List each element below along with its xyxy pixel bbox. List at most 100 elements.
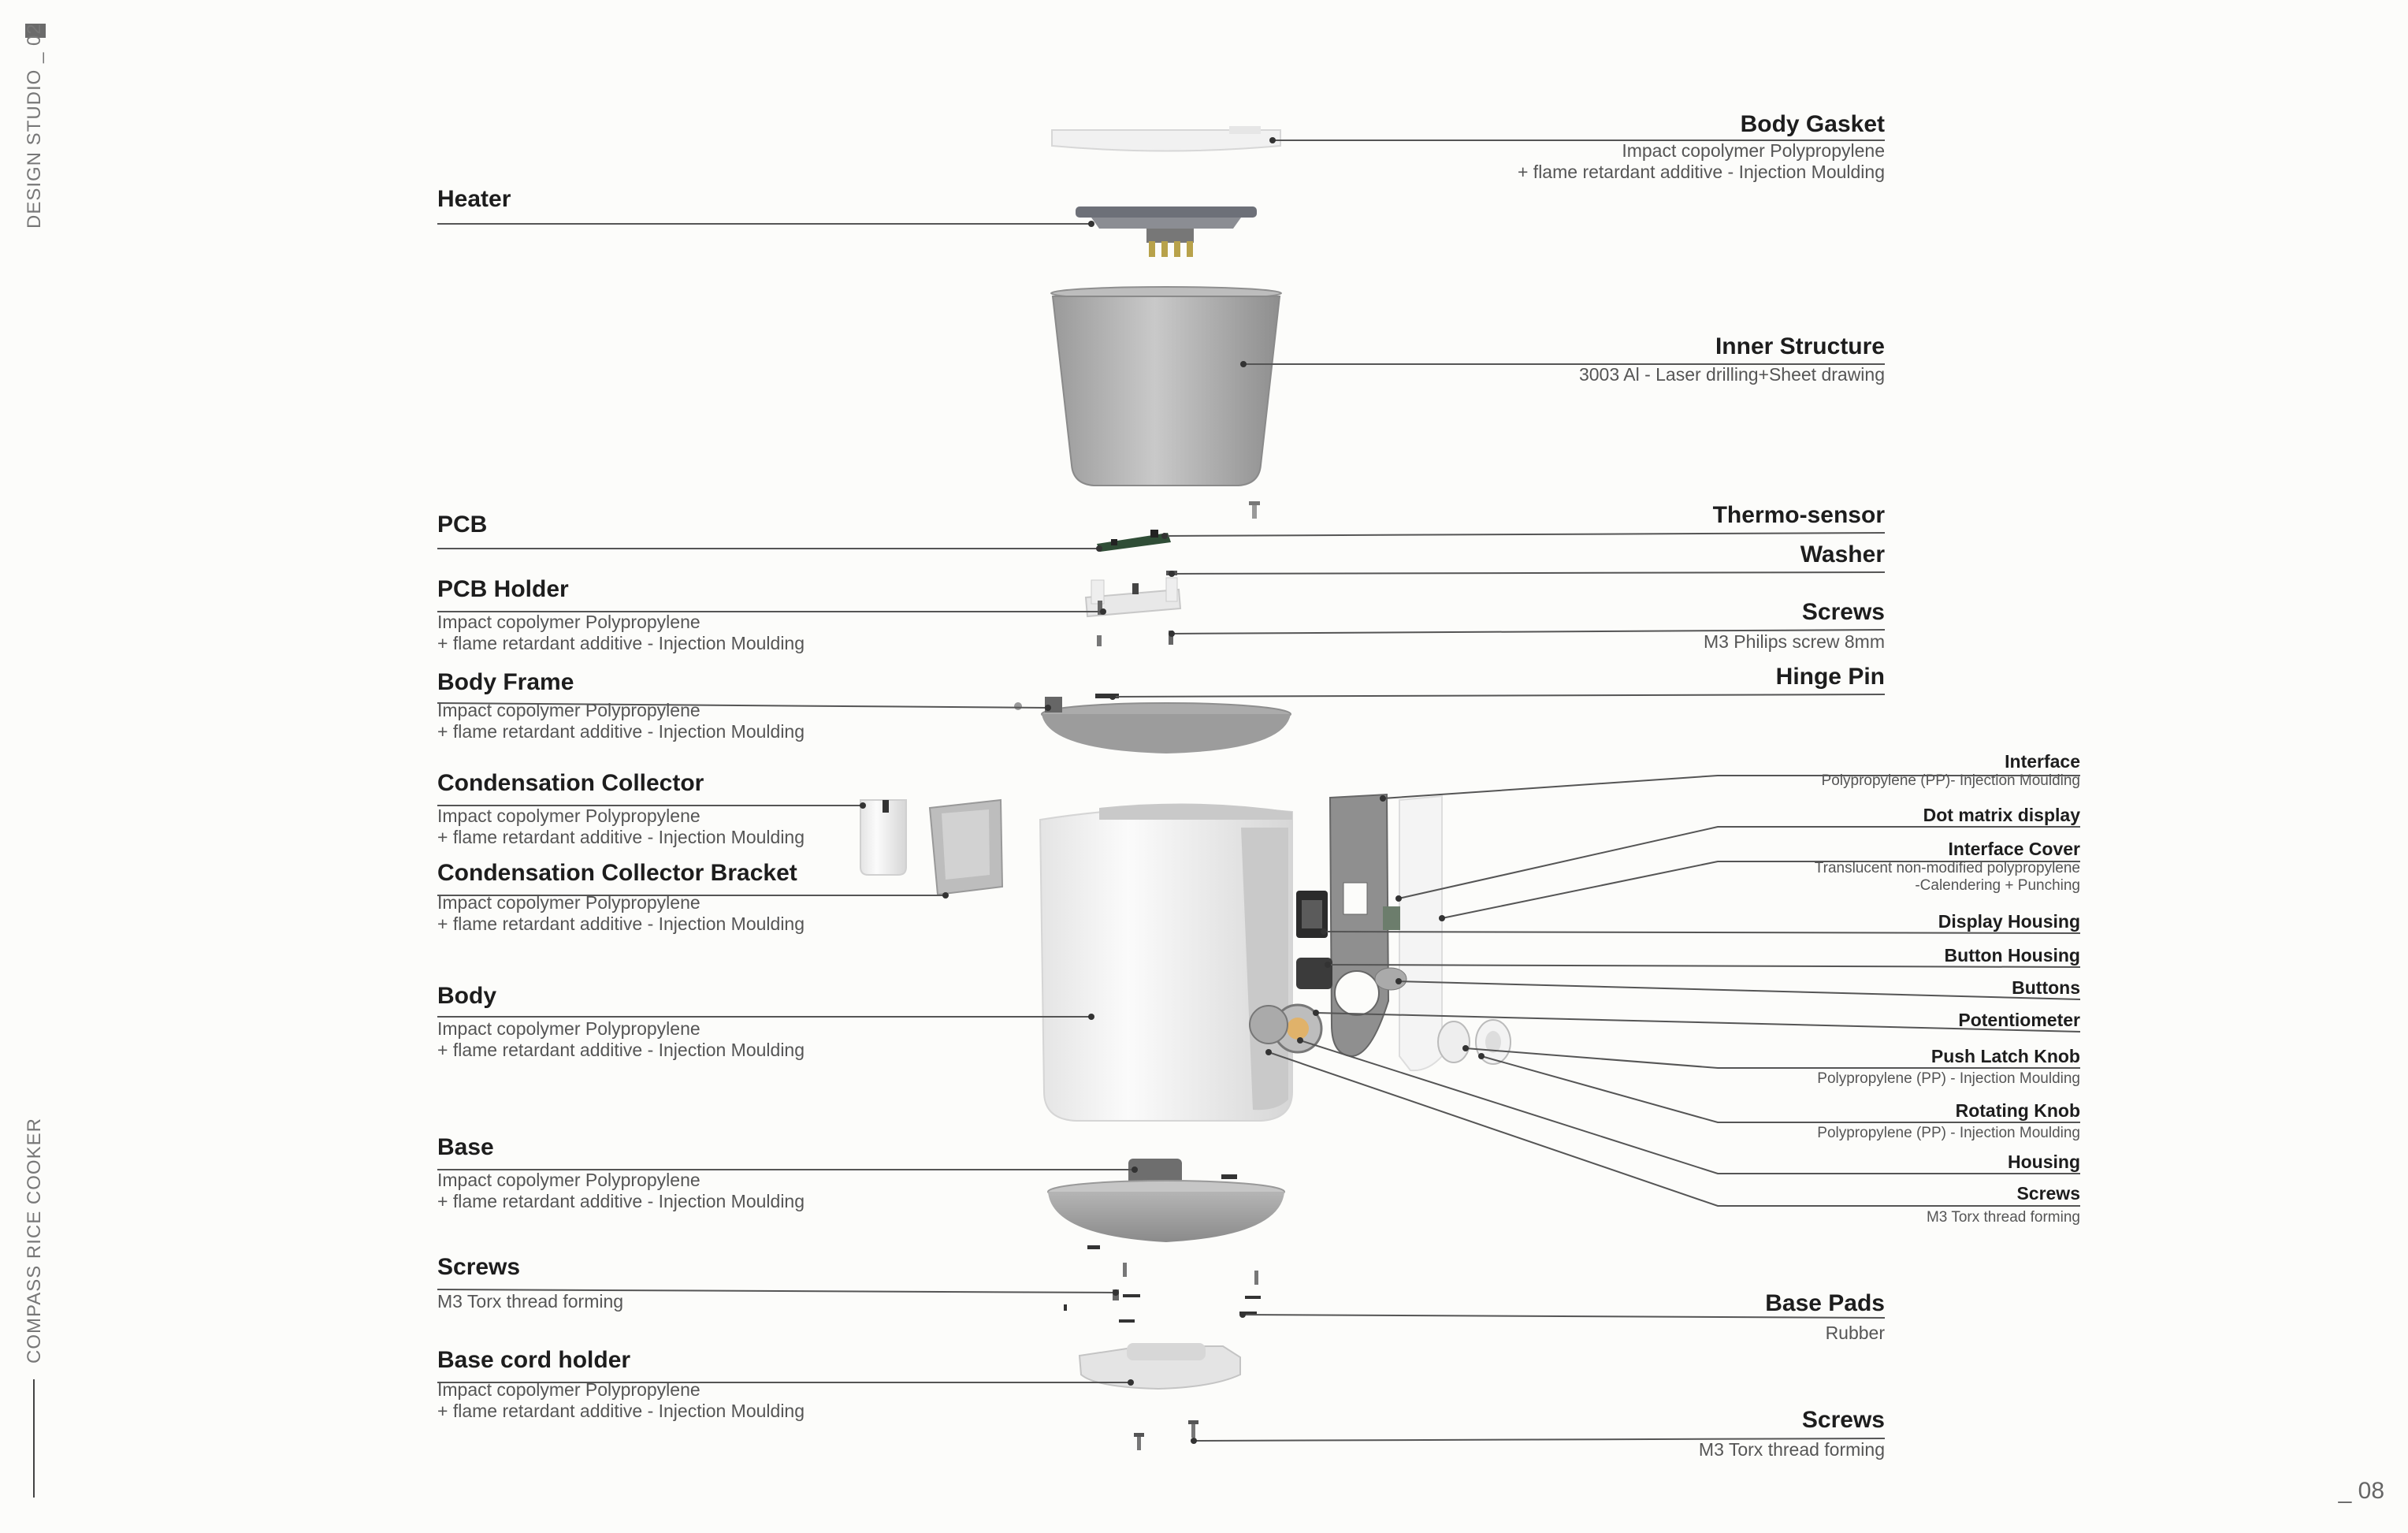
label-title: Body Gasket xyxy=(1740,111,1885,137)
interface-assembly-part xyxy=(1249,793,1511,1072)
label-title: Hinge Pin xyxy=(1775,664,1885,690)
leader-buttons-dot xyxy=(1395,978,1402,984)
label-desc: Translucent non-modified polypropylene xyxy=(1814,860,2080,876)
label-title: Base Pads xyxy=(1765,1290,1885,1316)
label-desc: + flame retardant additive - Injection M… xyxy=(437,633,805,653)
leader-hinge-pin xyxy=(1112,694,1886,698)
leader-button-housing xyxy=(1327,964,2081,968)
leader-pcb-dot xyxy=(1096,545,1102,552)
leader-pcb-holder-dot xyxy=(1100,608,1106,615)
condensation-collector-bracket-part xyxy=(928,798,1004,896)
leader-screws-base-dot xyxy=(1113,1289,1119,1296)
label-desc: + flame retardant additive - Injection M… xyxy=(437,1191,805,1211)
label-thermo-sensor: Thermo-sensor xyxy=(1713,501,1885,530)
label-rotating-knob: Rotating Knob Polypropylene (PP) - Injec… xyxy=(1817,1100,2080,1142)
leader-body-gasket-dot xyxy=(1269,137,1276,143)
label-buttons: Buttons xyxy=(2012,977,2080,999)
leader-interface-cover-dot xyxy=(1439,915,1445,921)
condensation-collector-part xyxy=(860,799,907,876)
page-number: _ 08 xyxy=(2338,1478,2384,1504)
label-title: Push Latch Knob xyxy=(1930,1046,2080,1066)
label-title: Display Housing xyxy=(1938,911,2080,932)
label-title: Inner Structure xyxy=(1715,333,1885,359)
leader-potentiometer-dot xyxy=(1313,1010,1319,1016)
leader-washer-dot xyxy=(1169,571,1175,577)
leader-push-latch-knob-dot xyxy=(1462,1045,1469,1051)
label-screws-pcb: Screws M3 Philips screw 8mm xyxy=(1704,598,1885,653)
thermo-sensor-part xyxy=(1249,501,1260,519)
leader-display-housing-dot xyxy=(1321,928,1327,935)
label-base-pads: Base Pads Rubber xyxy=(1765,1289,1885,1344)
label-desc: Impact copolymer Polypropylene xyxy=(437,612,700,632)
label-pcb-holder: PCB Holder Impact copolymer Polypropylen… xyxy=(437,575,805,654)
leader-screws-interface-dot xyxy=(1265,1049,1272,1055)
heater-part xyxy=(1076,207,1257,257)
label-title: Rotating Knob xyxy=(1955,1100,2080,1121)
label-display-housing: Display Housing xyxy=(1938,910,2080,932)
label-interface: Interface Polypropylene (PP)- Injection … xyxy=(1822,750,2080,790)
leader-housing xyxy=(1299,1040,2080,1174)
label-title: Button Housing xyxy=(1944,945,2080,966)
leader-button-housing-dot xyxy=(1325,962,1331,968)
leader-dot-matrix-display-dot xyxy=(1395,895,1402,902)
label-body-gasket: Body Gasket Impact copolymer Polypropyle… xyxy=(1518,110,1885,183)
label-title: Screws xyxy=(1801,599,1885,625)
label-potentiometer: Potentiometer xyxy=(1958,1009,2080,1031)
label-desc: Rubber xyxy=(1825,1323,1885,1343)
leader-base-pads xyxy=(1242,1314,1886,1319)
label-dot-matrix-display: Dot matrix display xyxy=(1923,804,2080,826)
label-title: Housing xyxy=(2008,1152,2080,1172)
label-desc: Impact copolymer Polypropylene xyxy=(437,806,700,826)
leader-body-dot xyxy=(1088,1014,1094,1020)
label-desc: Impact copolymer Polypropylene xyxy=(437,892,700,913)
label-screws-interface: Screws M3 Torx thread forming xyxy=(1927,1182,2080,1226)
leader-base-pads-dot xyxy=(1239,1312,1246,1318)
leader-dot-matrix-display xyxy=(1398,826,2080,899)
leader-hinge-pin-dot xyxy=(1109,694,1116,700)
label-title: Potentiometer xyxy=(1958,1010,2080,1030)
label-desc: -Calendering + Punching xyxy=(1915,877,2080,894)
label-title: Condensation Collector xyxy=(437,770,704,796)
label-title: Dot matrix display xyxy=(1923,805,2080,825)
pcb-part xyxy=(1097,530,1171,552)
sidebar-rule xyxy=(33,1379,35,1498)
label-desc: Impact copolymer Polypropylene xyxy=(437,1018,700,1039)
label-desc: M3 Philips screw 8mm xyxy=(1703,631,1885,652)
label-pcb: PCB xyxy=(437,511,487,539)
leader-inner-structure-dot xyxy=(1240,361,1247,367)
pcb-holder-part xyxy=(1084,571,1182,646)
label-title: Washer xyxy=(1800,541,1885,567)
leader-screws-base xyxy=(437,1289,1117,1293)
label-base-cord-holder: Base cord holder Impact copolymer Polypr… xyxy=(437,1346,805,1422)
label-washer: Washer xyxy=(1800,541,1885,569)
label-title: Screws xyxy=(1801,1407,1885,1433)
label-condensation-collector: Condensation Collector Impact copolymer … xyxy=(437,769,805,848)
leader-interface xyxy=(1382,775,2080,799)
label-hinge-pin: Hinge Pin xyxy=(1776,663,1885,691)
leader-thermo-sensor xyxy=(1164,532,1886,537)
label-desc: + flame retardant additive - Injection M… xyxy=(437,827,805,847)
label-title: Base cord holder xyxy=(437,1347,631,1373)
label-title: Body xyxy=(437,983,496,1009)
leader-screws-bottom xyxy=(1193,1438,1886,1442)
label-desc: 3003 Al - Laser drilling+Sheet drawing xyxy=(1578,364,1885,385)
label-desc: M3 Torx thread forming xyxy=(437,1291,624,1312)
label-desc: Polypropylene (PP) - Injection Moulding xyxy=(1817,1125,2080,1141)
leader-interface-cover xyxy=(1441,861,2080,919)
leader-condensation-collector-dot xyxy=(860,802,866,809)
base-cord-holder-part xyxy=(1078,1343,1241,1390)
body-frame-part xyxy=(1014,694,1291,753)
label-title: Base xyxy=(437,1134,494,1160)
leader-screws-bottom-dot xyxy=(1191,1438,1197,1444)
label-desc: Polypropylene (PP)- Injection Moulding xyxy=(1821,772,2080,789)
label-body-frame: Body Frame Impact copolymer Polypropylen… xyxy=(437,668,805,742)
label-housing: Housing xyxy=(2008,1151,2080,1173)
leader-screws-pcb-dot xyxy=(1169,631,1175,637)
label-title: Heater xyxy=(437,186,511,212)
sidebar-marker xyxy=(25,24,46,38)
label-desc: + flame retardant additive - Injection M… xyxy=(1517,162,1885,182)
label-title: Screws xyxy=(2016,1183,2080,1204)
leader-condensation-collector-bracket-dot xyxy=(942,892,949,899)
label-desc: + flame retardant additive - Injection M… xyxy=(437,1401,805,1421)
